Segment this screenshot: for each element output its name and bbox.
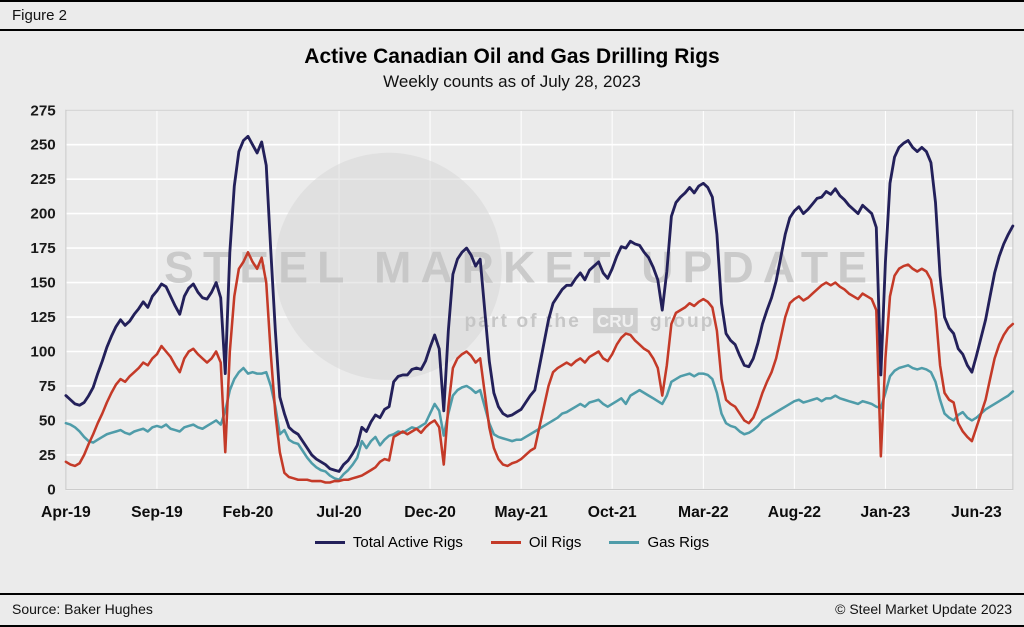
x-tick-label: Aug-22	[768, 504, 821, 521]
chart-title: Active Canadian Oil and Gas Drilling Rig…	[304, 45, 720, 68]
chart-subtitle: Weekly counts as of July 28, 2023	[383, 72, 641, 91]
watermark-sub-suffix: group	[650, 311, 715, 332]
x-tick-label: May-21	[495, 504, 549, 521]
legend-label: Total Active Rigs	[352, 534, 463, 551]
y-tick-label: 125	[30, 309, 56, 326]
series-oil-rigs	[64, 250, 1015, 484]
x-tick-label: Jan-23	[861, 504, 911, 521]
legend-item: Gas Rigs	[609, 534, 709, 551]
series-total-active-rigs	[64, 134, 1015, 473]
rig-count-line-chart: 0 25 50 75 100 125 150 175 200 225 250 275 Apr-19 Sep…	[30, 102, 1015, 521]
legend-label: Gas Rigs	[647, 534, 710, 551]
y-tick-label: 275	[30, 102, 56, 119]
source-text: Source: Baker Hughes	[12, 601, 153, 617]
x-tick-label: Jun-23	[951, 504, 1002, 521]
figure-label: Figure 2	[12, 7, 68, 24]
watermark-circle-logo	[274, 152, 502, 380]
legend-swatch	[609, 541, 640, 544]
figure-header: Figure 2	[0, 2, 1024, 31]
figure-footer: Source: Baker Hughes © Steel Market Upda…	[0, 593, 1024, 625]
y-tick-label: 0	[47, 481, 55, 498]
legend-swatch	[490, 541, 521, 544]
plot-frame	[65, 109, 1014, 490]
x-tick-label: Jul-20	[316, 504, 362, 521]
y-tick-label: 100	[30, 344, 55, 361]
y-tick-label: 75	[39, 378, 56, 395]
chart-legend: Total Active Rigs Oil Rigs Gas Rigs	[314, 534, 709, 551]
y-tick-label: 250	[30, 137, 55, 154]
copyright-text: © Steel Market Update 2023	[835, 601, 1012, 617]
y-tick-label: 200	[30, 206, 55, 223]
watermark-title: STEEL MARKET UPDATE	[164, 244, 876, 293]
x-tick-label: Mar-22	[678, 504, 729, 521]
chart-area: Active Canadian Oil and Gas Drilling Rig…	[0, 31, 1024, 593]
x-tick-label: Sep-19	[131, 504, 183, 521]
x-tick-label: Feb-20	[223, 504, 274, 521]
y-tick-label: 25	[39, 447, 56, 464]
x-tick-label: Apr-19	[41, 504, 91, 521]
y-tick-label: 50	[39, 413, 56, 430]
legend-swatch	[314, 541, 345, 544]
watermark-cru-label: CRU	[597, 311, 634, 331]
legend-item: Total Active Rigs	[314, 534, 463, 551]
y-tick-label: 150	[30, 275, 55, 292]
y-tick-label: 175	[30, 240, 56, 257]
x-tick-label: Oct-21	[588, 504, 637, 521]
watermark-cru-box	[593, 307, 638, 334]
legend-item: Oil Rigs	[490, 534, 582, 551]
y-tick-label: 225	[30, 171, 56, 188]
legend-label: Oil Rigs	[528, 534, 582, 551]
watermark-sub-prefix: part of the	[465, 311, 581, 332]
x-tick-label: Dec-20	[404, 504, 456, 521]
